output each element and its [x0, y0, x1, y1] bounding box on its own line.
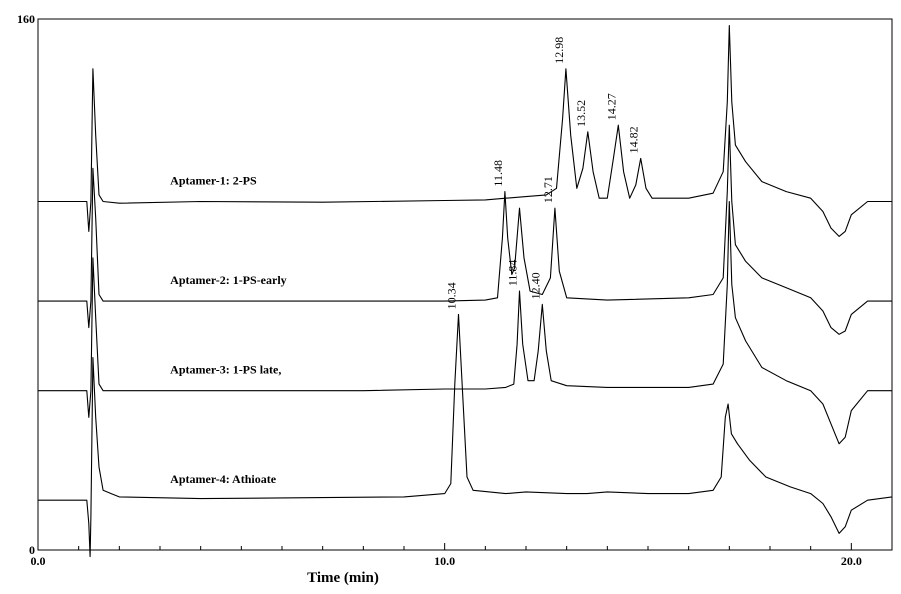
- x-tick-label: 20.0: [841, 554, 862, 568]
- trace-label-4: Aptamer-4: Athioate: [170, 472, 277, 486]
- trace-label-3: Aptamer-3: 1-PS late,: [170, 363, 281, 377]
- axis-ticks: 0.0 10.0 20.0 0 160: [17, 12, 893, 568]
- peak-label: 12.71: [541, 176, 555, 203]
- peak-label: 12.98: [552, 37, 566, 64]
- x-tick-label: 10.0: [434, 554, 455, 568]
- peak-label: 10.34: [444, 282, 458, 309]
- series-label-group: Aptamer-1: 2-PS Aptamer-2: 1-PS-early Apta…: [170, 174, 287, 487]
- peak-label-group: 12.98 13.52 14.27 14.82 11.48 12.71 11.84 12.40…: [444, 37, 640, 310]
- peak-label: 13.52: [574, 100, 588, 127]
- x-tick-label: 0.0: [31, 554, 46, 568]
- peak-label: 12.40: [528, 272, 542, 299]
- trace-2: [38, 124, 892, 335]
- y-tick-label: 160: [17, 12, 35, 26]
- plot-frame: [37, 18, 893, 551]
- trace-3: [38, 200, 892, 445]
- x-axis-label: Time (min): [307, 570, 379, 586]
- trace-1: [38, 25, 892, 237]
- peak-label: 11.48: [491, 160, 505, 187]
- peak-label: 11.84: [505, 260, 519, 287]
- trace-label-1: Aptamer-1: 2-PS: [170, 174, 257, 188]
- peak-label: 14.82: [627, 126, 641, 153]
- peak-label: 14.27: [604, 93, 618, 120]
- trace-group: [38, 25, 893, 558]
- y-tick-label: 0: [29, 543, 35, 557]
- trace-label-2: Aptamer-2: 1-PS-early: [170, 273, 287, 287]
- trace-4: [38, 313, 893, 558]
